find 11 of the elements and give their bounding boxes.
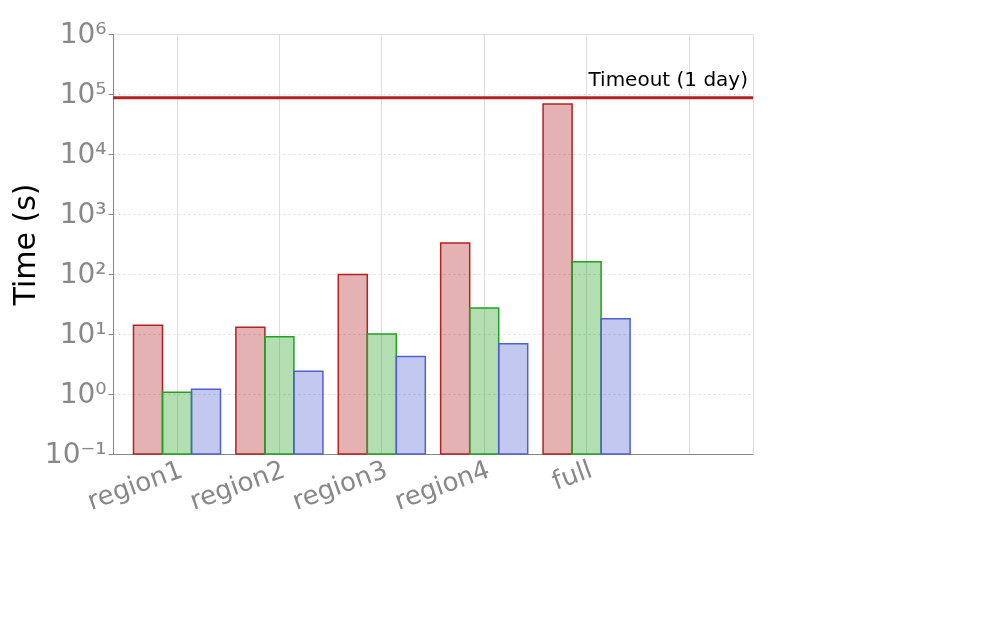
y-tick-label: 10³ [59, 196, 107, 230]
x-tick-label: full [547, 453, 596, 496]
y-tick-label: 10² [59, 256, 107, 290]
y-tick-label: 10⁰ [59, 376, 107, 410]
y-axis-title: Time (s) [6, 183, 42, 307]
y-tick-label: 10¹ [59, 316, 107, 350]
ref-line-label: Timeout (1 day) [587, 66, 748, 91]
y-tick-label: 10⁵ [59, 76, 107, 110]
y-tick-label: 10⁶ [59, 16, 107, 50]
y-tick-label: 10⁴ [59, 136, 107, 170]
y-tick-label: 10⁻¹ [44, 436, 107, 470]
